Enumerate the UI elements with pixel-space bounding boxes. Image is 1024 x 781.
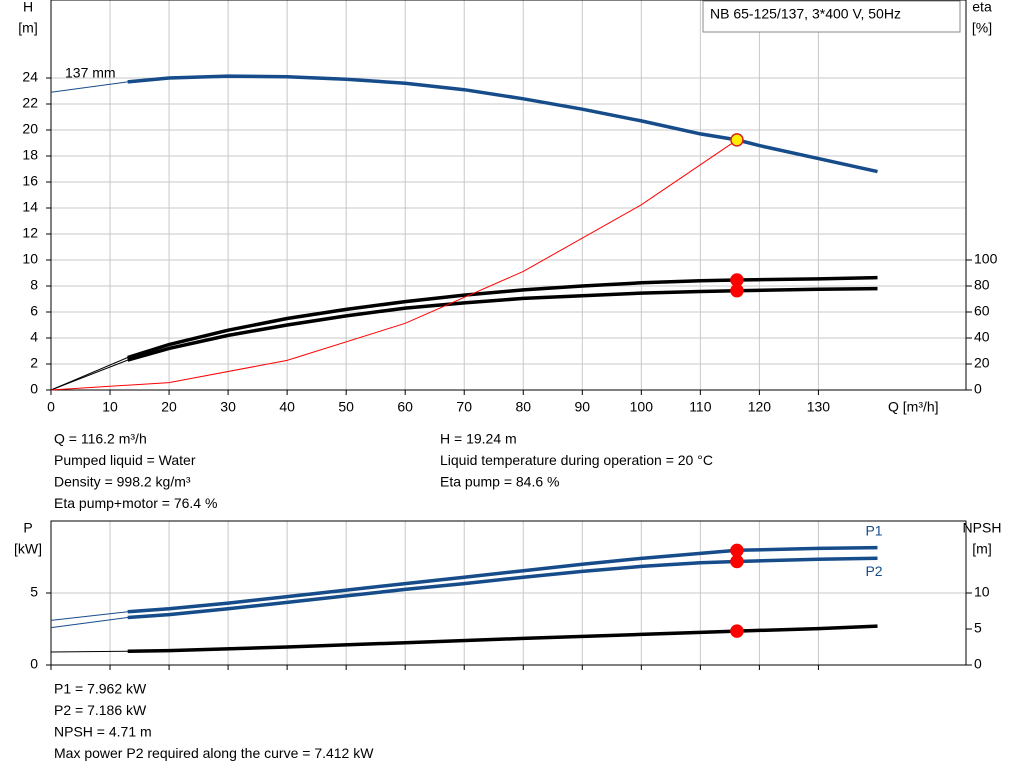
- y2-tick-label: 0: [974, 656, 982, 672]
- operating-point: [730, 543, 744, 558]
- y-tick-label: 16: [22, 173, 38, 189]
- info-line: Liquid temperature during operation = 20…: [440, 452, 713, 468]
- x-tick-label: 120: [748, 399, 772, 415]
- y-tick-label: 0: [30, 381, 38, 397]
- info-line: NPSH = 4.71 m: [54, 724, 152, 740]
- x-tick-label: 20: [161, 399, 177, 415]
- y-tick-label: 6: [30, 303, 38, 319]
- y-tick-label: 8: [30, 277, 38, 293]
- operating-point: [730, 283, 744, 298]
- curve-operating-range: [127, 624, 878, 654]
- y-tick-label: 12: [22, 225, 38, 241]
- y-tick-label: 14: [22, 199, 38, 215]
- curve-annotation: 137 mm: [65, 65, 116, 81]
- y2-tick-label: 5: [974, 620, 982, 636]
- info-line: Eta pump+motor = 76.4 %: [54, 495, 217, 511]
- y2-tick-label: 40: [974, 329, 990, 345]
- y-tick-label: 5: [30, 584, 38, 600]
- x-tick-label: 10: [102, 399, 118, 415]
- x-tick-label: 100: [630, 399, 654, 415]
- info-line: Pumped liquid = Water: [54, 452, 196, 468]
- x-tick-label: 40: [279, 399, 295, 415]
- x-tick-label: 0: [47, 399, 55, 415]
- y-axis-label: H: [23, 0, 33, 15]
- title-box: [702, 0, 961, 33]
- chart-title: NB 65-125/137, 3*400 V, 50Hz: [710, 6, 901, 22]
- x-tick-label: 130: [807, 399, 831, 415]
- x-tick-label: 110: [689, 399, 712, 415]
- info-line: Max power P2 required along the curve = …: [54, 745, 374, 761]
- y2-tick-label: 10: [974, 584, 990, 600]
- info-line: Density = 998.2 kg/m³: [54, 474, 191, 490]
- x-tick-label: 50: [338, 399, 354, 415]
- y-axis-unit: [kW]: [14, 541, 42, 557]
- x-tick-label: 90: [575, 399, 591, 415]
- y2-tick-label: 100: [974, 251, 998, 267]
- y-axis-unit: [m]: [18, 20, 37, 36]
- y-tick-label: 20: [22, 121, 38, 137]
- y2-tick-label: 0: [974, 381, 982, 397]
- info-line: P2 = 7.186 kW: [54, 702, 147, 718]
- series-label: P1: [865, 522, 882, 538]
- y2-tick-label: 60: [974, 303, 990, 319]
- info-line: H = 19.24 m: [440, 431, 517, 447]
- y2-axis-label: eta: [972, 0, 992, 15]
- curve: [50, 139, 738, 391]
- info-line: Q = 116.2 m³/h: [54, 431, 147, 447]
- x-tick-label: 30: [220, 399, 236, 415]
- y-tick-label: 4: [30, 329, 38, 345]
- info-line: Eta pump = 84.6 %: [440, 474, 559, 490]
- operating-point: [730, 554, 744, 569]
- y-tick-label: 0: [30, 656, 38, 672]
- x-axis-label: Q [m³/h]: [888, 399, 939, 415]
- y2-axis-unit: [m]: [972, 541, 991, 557]
- y-tick-label: 18: [22, 147, 38, 163]
- operating-point: [730, 624, 744, 638]
- y2-tick-label: 80: [974, 277, 990, 293]
- x-tick-label: 60: [397, 399, 413, 415]
- y2-axis-label: NPSH: [963, 520, 1002, 536]
- info-line: P1 = 7.962 kW: [54, 681, 147, 697]
- x-label-bg: [884, 396, 964, 418]
- x-tick-label: 80: [515, 399, 531, 415]
- x-tick-label: 70: [456, 399, 472, 415]
- y-tick-label: 2: [30, 355, 38, 371]
- plot-frame: [50, 520, 967, 666]
- y-tick-label: 10: [22, 251, 38, 267]
- y-tick-label: 24: [22, 69, 38, 85]
- y-tick-label: 22: [22, 95, 38, 111]
- y2-tick-label: 20: [974, 355, 990, 371]
- curve-operating-range: [127, 74, 878, 174]
- plot-frame: [50, 0, 967, 391]
- y-axis-label: P: [23, 520, 32, 536]
- y2-axis-unit: [%]: [972, 20, 992, 36]
- series-label: P2: [865, 563, 882, 579]
- operating-point: [730, 133, 744, 147]
